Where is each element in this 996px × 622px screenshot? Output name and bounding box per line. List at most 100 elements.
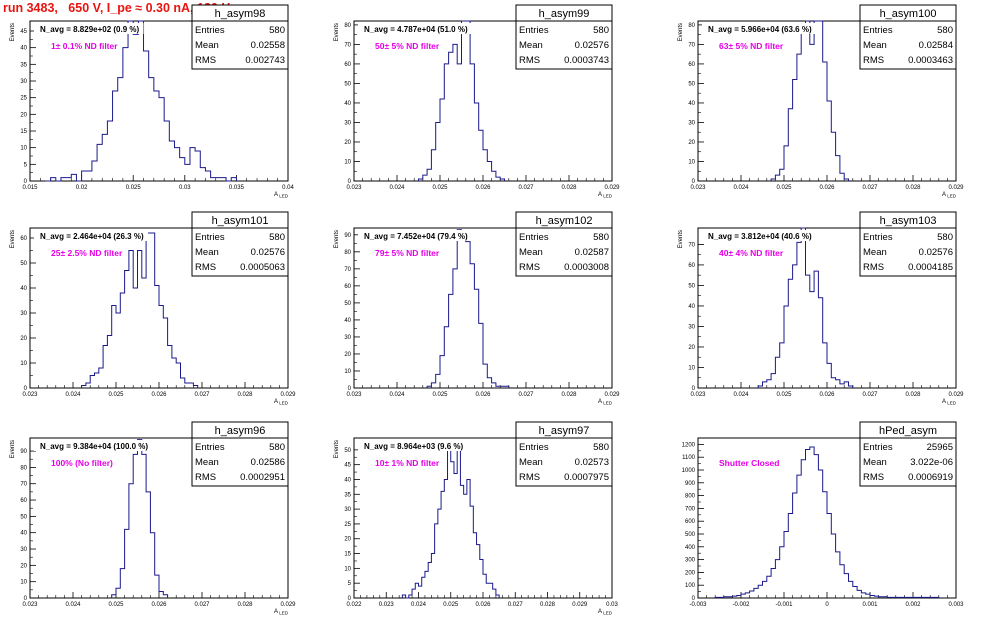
x-tick-label: 0.027: [862, 185, 878, 191]
x-axis-title-main: A: [942, 192, 946, 198]
y-tick-label: 30: [344, 120, 351, 126]
y-tick-label: 800: [685, 494, 696, 500]
stat-name: Entries: [863, 232, 893, 243]
x-axis-title-main: A: [942, 399, 946, 405]
histogram-name: h_asym98: [215, 8, 266, 20]
y-tick-label: 0: [24, 179, 28, 185]
histogram-panel-h_asym97: 0 5 10 15 20 25 30 35 40 45 50 0.022 0.023 0.024 0.025…: [334, 421, 618, 616]
x-tick-label: 0.026: [819, 392, 835, 398]
x-tick-label: 0.027: [862, 392, 878, 398]
filter-label: 25± 2.5% ND filter: [51, 248, 123, 258]
navg-background: [358, 440, 468, 451]
x-axis-title-subscript: LED: [946, 194, 957, 199]
x-tick-label: 0.023: [346, 392, 362, 398]
stat-name: Mean: [519, 457, 543, 468]
x-tick-label: 0.015: [22, 185, 38, 191]
histogram-line: [81, 232, 199, 388]
x-tick-label: 0.024: [733, 392, 749, 398]
stat-name: Mean: [195, 457, 219, 468]
x-axis-title: A LED: [274, 399, 289, 406]
navg-label: N_avg = 5.966e+04 (63.6 %): [708, 25, 812, 34]
x-tick-label: 0.023: [346, 185, 362, 191]
stats-box-frame: [859, 4, 957, 70]
stat-value: 0.02586: [251, 457, 285, 468]
filter-label: 100% (No filter): [51, 458, 113, 468]
stats-box-frame: [191, 211, 289, 277]
y-tick-label: 10: [20, 146, 27, 152]
histogram-line: [111, 439, 169, 598]
y-axis-title: Events: [10, 440, 16, 458]
y-tick-label: 25: [344, 522, 351, 528]
y-tick-label: 80: [344, 23, 351, 29]
stats-box: h_asym101 Entries 580 Mean 0.02576 RMS 0.00050…: [191, 211, 289, 277]
y-tick-label: 70: [344, 267, 351, 273]
x-axis-title: A LED: [274, 609, 289, 616]
x-tick-label: 0.029: [948, 185, 964, 191]
x-tick-label: 0.024: [389, 185, 405, 191]
navg-label: N_avg = 8.829e+02 (0.9 %): [40, 25, 140, 34]
x-axis-title-subscript: LED: [602, 401, 613, 406]
navg-label: N_avg = 3.812e+04 (40.6 %): [708, 232, 812, 241]
navg-label: N_avg = 8.964e+03 (9.6 %): [364, 442, 464, 451]
y-tick-label: 0: [348, 179, 352, 185]
x-tick-label: 0.024: [733, 185, 749, 191]
y-tick-label: 0: [348, 386, 352, 392]
x-tick-label: 0.023: [690, 392, 706, 398]
stat-name: Entries: [519, 442, 549, 453]
stat-name: Mean: [195, 40, 219, 51]
stat-name: Entries: [195, 232, 225, 243]
histogram-panel-h_asym100: 0 10 20 30 40 50 60 70 80 0.023 0.024 0.025 0.026 0.0…: [678, 4, 964, 199]
y-tick-label: 10: [688, 159, 695, 165]
y-tick-label: 10: [20, 580, 27, 586]
y-tick-label: 1200: [682, 442, 696, 448]
x-tick-label: 0.026: [151, 602, 167, 608]
x-tick-label: 0.029: [280, 392, 296, 398]
x-tick-label: 0.023: [22, 392, 38, 398]
y-tick-label: 90: [344, 233, 351, 239]
stat-value: 0.02576: [251, 247, 285, 258]
y-tick-label: 60: [344, 284, 351, 290]
x-tick-label: 0: [825, 602, 829, 608]
navg-label: N_avg = 2.464e+04 (26.3 %): [40, 232, 144, 241]
histogram-panel-h_asym98: 0 5 10 15 20 25 30 35 40 45 0.015 0.02 0.025 0.03 0.03…: [10, 4, 294, 199]
y-tick-label: 200: [685, 570, 696, 576]
x-tick-label: 0.025: [108, 602, 124, 608]
histogram-line: [426, 229, 510, 388]
y-tick-label: 10: [344, 566, 351, 572]
x-tick-label: 0.02: [76, 185, 88, 191]
x-axis-title: A LED: [274, 192, 289, 199]
x-tick-label: 0.026: [475, 392, 491, 398]
stats-box-frame: [859, 211, 957, 277]
histogram-panel-hPed_asym: 0 100 200 300 400 500 600 700 800 900 1000 1100 1200…: [682, 421, 964, 608]
x-tick-label: 0.029: [948, 392, 964, 398]
y-tick-label: 20: [688, 345, 695, 351]
y-tick-label: 20: [20, 336, 27, 342]
x-axis-title-main: A: [598, 192, 602, 198]
y-tick-label: 30: [344, 507, 351, 513]
y-axis-title: Events: [10, 230, 16, 248]
stat-name: Entries: [195, 442, 225, 453]
stat-value: 0.02576: [575, 40, 609, 51]
x-axis-title-subscript: LED: [602, 611, 613, 616]
y-tick-label: 40: [688, 101, 695, 107]
y-tick-label: 10: [344, 159, 351, 165]
x-axis-title: A LED: [942, 399, 957, 406]
stat-name: RMS: [519, 472, 540, 483]
stats-box: h_asym103 Entries 580 Mean 0.02576 RMS 0.00041…: [859, 211, 957, 277]
stats-box: h_asym97 Entries 580 Mean 0.02573 RMS 0.000797…: [515, 421, 613, 487]
y-tick-label: 15: [20, 129, 27, 135]
y-tick-label: 15: [344, 552, 351, 558]
stat-value: 0.0003008: [564, 262, 609, 273]
x-axis-title-main: A: [274, 399, 278, 405]
y-tick-label: 45: [20, 29, 27, 35]
stat-name: RMS: [863, 472, 884, 483]
y-tick-label: 10: [20, 361, 27, 367]
y-tick-label: 50: [344, 448, 351, 454]
histogram-name: h_asym101: [212, 215, 269, 227]
stat-name: Mean: [863, 40, 887, 51]
stat-name: Mean: [863, 457, 887, 468]
y-tick-label: 50: [344, 81, 351, 87]
x-tick-label: 0.027: [508, 602, 524, 608]
x-tick-label: 0.028: [561, 392, 577, 398]
y-tick-label: 20: [344, 352, 351, 358]
